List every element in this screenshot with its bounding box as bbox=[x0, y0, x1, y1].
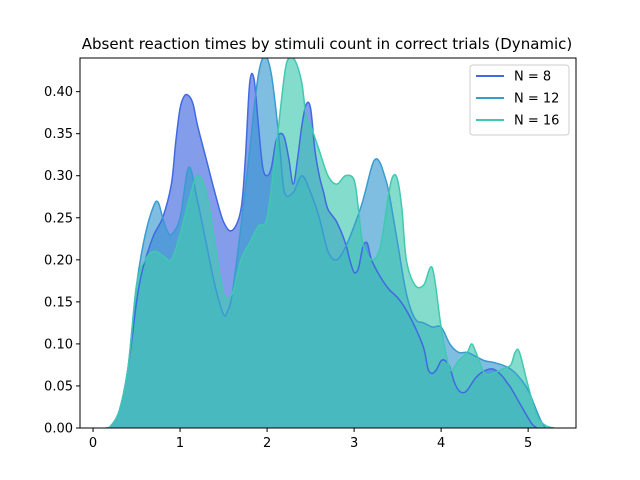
series-line-2 bbox=[105, 58, 547, 428]
series-line-3 bbox=[105, 58, 555, 428]
y-tick-label: 0.00 bbox=[44, 422, 73, 437]
x-axis: 0 1 2 3 4 5 bbox=[89, 428, 532, 451]
y-tick-label: 0.20 bbox=[44, 253, 73, 268]
plot-lines bbox=[105, 58, 555, 428]
y-tick-label: 0.05 bbox=[44, 379, 73, 394]
legend-label: N = 8 bbox=[514, 70, 551, 85]
x-tick-label: 3 bbox=[350, 436, 358, 451]
x-tick-label: 4 bbox=[437, 436, 445, 451]
legend-label: N = 12 bbox=[514, 92, 559, 107]
y-tick-label: 0.25 bbox=[44, 211, 73, 226]
x-tick-label: 1 bbox=[176, 436, 184, 451]
x-tick-label: 5 bbox=[524, 436, 532, 451]
x-tick-label: 2 bbox=[263, 436, 271, 451]
x-tick-label: 0 bbox=[89, 436, 97, 451]
y-tick-label: 0.35 bbox=[44, 127, 73, 142]
legend-box bbox=[469, 64, 570, 136]
y-tick-label: 0.15 bbox=[44, 295, 73, 310]
y-tick-label: 0.30 bbox=[44, 169, 73, 184]
y-tick-label: 0.10 bbox=[44, 337, 73, 352]
legend: N = 8 N = 12 N = 16 bbox=[469, 64, 570, 136]
y-axis: 0.00 0.05 0.10 0.15 0.20 0.25 0.30 0.35 0.40 bbox=[44, 85, 80, 437]
chart-title: Absent reaction times by stimuli count i… bbox=[82, 35, 573, 53]
y-tick-label: 0.40 bbox=[44, 85, 73, 100]
legend-label: N = 16 bbox=[514, 114, 559, 129]
series-line-1 bbox=[105, 72, 538, 428]
plot-frame bbox=[79, 57, 577, 429]
